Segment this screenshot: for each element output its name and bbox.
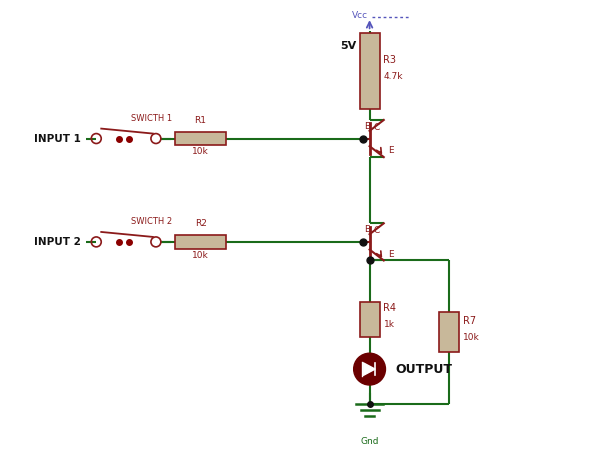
Bar — [359, 302, 380, 338]
Bar — [175, 131, 226, 145]
Text: Gnd: Gnd — [361, 436, 379, 446]
Text: 10k: 10k — [192, 251, 209, 260]
Text: E: E — [388, 146, 394, 155]
Text: 1k: 1k — [383, 320, 394, 329]
Text: R1: R1 — [194, 116, 206, 125]
Text: OUTPUT: OUTPUT — [395, 363, 452, 376]
Text: R4: R4 — [383, 303, 397, 314]
Text: INPUT 1: INPUT 1 — [34, 134, 82, 144]
Text: 4.7k: 4.7k — [383, 72, 403, 81]
Text: 10k: 10k — [463, 333, 480, 342]
Bar — [175, 235, 226, 249]
Text: R7: R7 — [463, 316, 476, 326]
Text: Vcc: Vcc — [352, 11, 368, 20]
Text: R3: R3 — [383, 55, 397, 65]
Text: C: C — [374, 226, 380, 235]
Bar — [439, 312, 459, 352]
Text: 10k: 10k — [192, 148, 209, 157]
Polygon shape — [363, 363, 375, 375]
Text: B: B — [365, 122, 371, 130]
Text: R2: R2 — [194, 219, 206, 228]
Circle shape — [353, 353, 385, 385]
Bar — [359, 33, 380, 109]
Text: E: E — [388, 249, 394, 258]
Text: INPUT 2: INPUT 2 — [34, 237, 82, 247]
Text: C: C — [374, 123, 380, 132]
Text: SWICTH 1: SWICTH 1 — [131, 114, 172, 123]
Text: 5V: 5V — [340, 41, 356, 51]
Text: SWICTH 2: SWICTH 2 — [131, 217, 172, 226]
Text: B: B — [365, 225, 371, 234]
